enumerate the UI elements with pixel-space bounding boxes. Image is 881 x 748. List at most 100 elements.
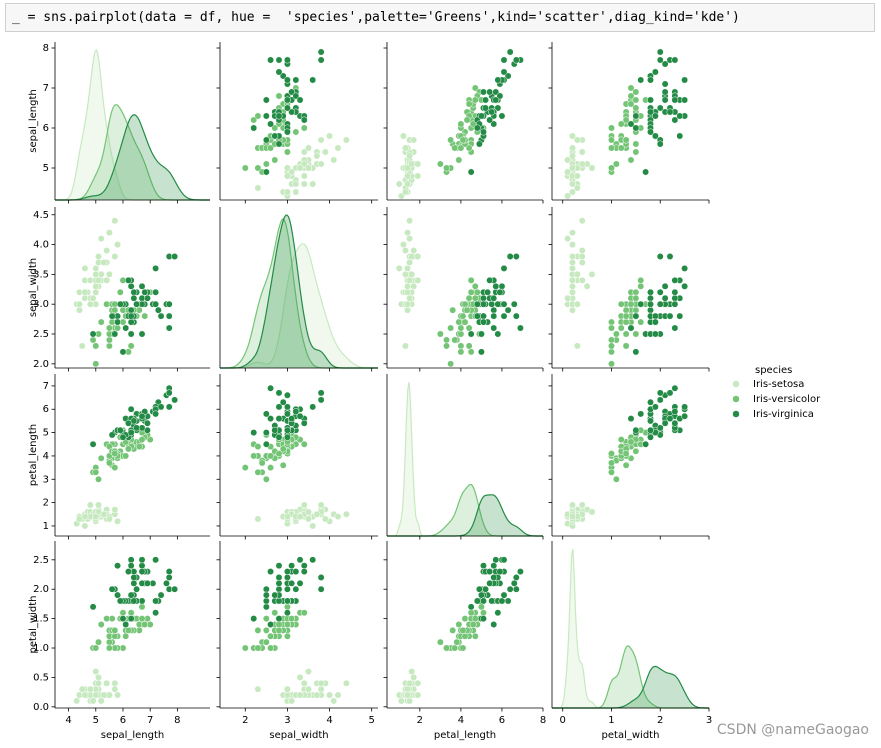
scatter-point bbox=[488, 108, 496, 116]
scatter-point bbox=[130, 579, 138, 587]
scatter-point bbox=[108, 585, 116, 593]
scatter-point bbox=[317, 685, 325, 693]
scatter-point bbox=[461, 300, 469, 308]
scatter-point bbox=[500, 68, 508, 76]
scatter-point bbox=[305, 164, 312, 172]
scatter-point bbox=[681, 76, 689, 84]
scatter-point bbox=[608, 324, 615, 332]
scatter-point bbox=[608, 342, 615, 350]
scatter-point bbox=[492, 282, 500, 290]
scatter-point bbox=[473, 597, 481, 605]
scatter-point bbox=[89, 336, 97, 344]
scatter-point bbox=[573, 184, 581, 192]
scatter-point bbox=[627, 156, 635, 164]
scatter-point bbox=[588, 164, 596, 172]
scatter-point bbox=[342, 510, 350, 518]
scatter-point bbox=[114, 324, 121, 332]
scatter-point bbox=[105, 336, 113, 344]
scatter-point bbox=[617, 120, 625, 128]
scatter-point bbox=[451, 644, 459, 652]
y-tick-label: 3.5 bbox=[33, 269, 49, 280]
scatter-point bbox=[76, 300, 83, 308]
scatter-point bbox=[133, 424, 141, 432]
scatter-point bbox=[119, 615, 127, 623]
scatter-point bbox=[622, 461, 630, 469]
y-tick-label: 2.0 bbox=[33, 359, 49, 370]
scatter-point bbox=[627, 84, 635, 92]
scatter-point bbox=[651, 112, 659, 120]
scatter-point bbox=[473, 124, 481, 132]
scatter-point bbox=[283, 172, 291, 180]
scatter-point bbox=[573, 172, 581, 180]
scatter-point bbox=[300, 116, 308, 124]
scatter-point bbox=[647, 128, 654, 136]
scatter-point bbox=[138, 412, 146, 420]
scatter-point bbox=[457, 348, 465, 356]
scatter-point bbox=[467, 168, 475, 176]
scatter-point bbox=[267, 120, 275, 128]
scatter-point bbox=[671, 324, 679, 332]
code-cell[interactable]: _ = sns.pairplot(data = df, hue = 'speci… bbox=[5, 3, 875, 32]
scatter-point bbox=[486, 568, 494, 576]
scatter-point bbox=[455, 156, 463, 164]
scatter-point bbox=[317, 56, 325, 64]
scatter-point bbox=[95, 638, 102, 646]
scatter-point bbox=[292, 180, 300, 188]
scatter-point bbox=[271, 426, 279, 434]
scatter-point bbox=[267, 568, 275, 576]
scatter-point bbox=[283, 76, 291, 84]
scatter-point bbox=[296, 556, 304, 564]
scatter-point bbox=[671, 419, 679, 427]
scatter-point bbox=[506, 253, 514, 260]
scatter-point bbox=[138, 282, 146, 290]
scatter-point bbox=[127, 556, 135, 564]
kde-area bbox=[55, 49, 210, 201]
kde-area bbox=[55, 104, 210, 200]
scatter-point bbox=[317, 48, 325, 56]
scatter-point bbox=[465, 144, 473, 152]
scatter-point bbox=[95, 475, 102, 483]
scatter-point bbox=[292, 568, 300, 576]
scatter-point bbox=[317, 396, 325, 404]
scatter-point bbox=[321, 515, 329, 523]
x-tick-label: 2 bbox=[417, 715, 423, 726]
scatter-point bbox=[627, 92, 635, 100]
scatter-point bbox=[404, 300, 411, 308]
y-tick-label: 3.0 bbox=[33, 299, 49, 310]
scatter-point bbox=[461, 318, 469, 326]
scatter-point bbox=[676, 312, 684, 320]
scatter-point bbox=[410, 247, 418, 254]
scatter-point bbox=[103, 615, 111, 623]
scatter-point bbox=[490, 574, 498, 581]
scatter-point bbox=[292, 408, 300, 416]
scatter-point bbox=[500, 556, 508, 564]
scatter-point bbox=[480, 300, 487, 308]
x-tick-label: 4 bbox=[326, 715, 332, 726]
scatter-point bbox=[89, 294, 97, 302]
scatter-point bbox=[317, 136, 325, 144]
y-tick-label: 1.0 bbox=[33, 643, 49, 654]
scatter-point bbox=[275, 403, 283, 411]
scatter-point bbox=[637, 276, 645, 284]
scatter-point bbox=[138, 603, 146, 611]
scatter-point bbox=[165, 389, 173, 397]
scatter-point bbox=[492, 556, 500, 564]
scatter-point bbox=[608, 124, 615, 132]
scatter-point bbox=[342, 679, 350, 687]
scatter-point bbox=[573, 300, 581, 308]
scatter-point bbox=[443, 164, 450, 172]
scatter-point bbox=[152, 264, 160, 272]
scatter-point bbox=[473, 312, 481, 320]
scatter-point bbox=[275, 626, 283, 634]
scatter-point bbox=[283, 603, 291, 611]
scatter-point bbox=[449, 626, 457, 634]
scatter-point bbox=[262, 603, 270, 611]
scatter-point bbox=[275, 140, 283, 148]
scatter-point bbox=[130, 288, 138, 296]
scatter-point bbox=[130, 597, 138, 605]
scatter-point bbox=[608, 459, 615, 467]
scatter-point bbox=[671, 384, 679, 392]
scatter-point bbox=[457, 330, 465, 338]
scatter-point bbox=[342, 136, 350, 144]
scatter-point bbox=[465, 294, 473, 302]
